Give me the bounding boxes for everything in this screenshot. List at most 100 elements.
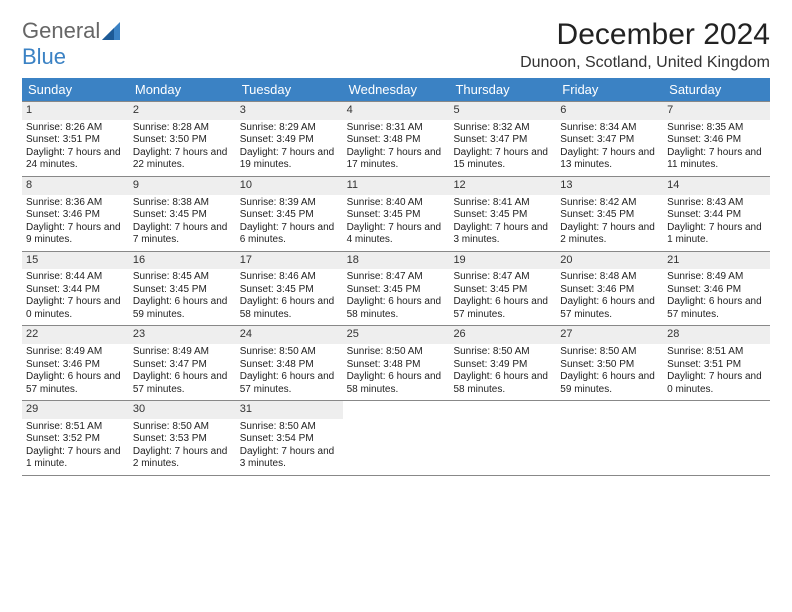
- calendar: SundayMondayTuesdayWednesdayThursdayFrid…: [22, 78, 770, 476]
- sunrise-text: Sunrise: 8:50 AM: [240, 421, 339, 434]
- day-body: Sunrise: 8:50 AMSunset: 3:48 PMDaylight:…: [343, 344, 450, 400]
- day-number: 15: [22, 252, 129, 270]
- day-body: Sunrise: 8:50 AMSunset: 3:49 PMDaylight:…: [449, 344, 556, 400]
- logo-line2: Blue: [22, 44, 66, 69]
- logo-text: General Blue: [22, 18, 100, 70]
- sunrise-text: Sunrise: 8:49 AM: [26, 346, 125, 359]
- day-body: Sunrise: 8:38 AMSunset: 3:45 PMDaylight:…: [129, 195, 236, 251]
- sunrise-text: Sunrise: 8:49 AM: [667, 271, 766, 284]
- day-body: Sunrise: 8:26 AMSunset: 3:51 PMDaylight:…: [22, 120, 129, 176]
- day-header: Tuesday: [236, 78, 343, 101]
- sunset-text: Sunset: 3:45 PM: [453, 209, 552, 222]
- sunrise-text: Sunrise: 8:36 AM: [26, 197, 125, 210]
- sunrise-text: Sunrise: 8:31 AM: [347, 122, 446, 135]
- day-cell: 17Sunrise: 8:46 AMSunset: 3:45 PMDayligh…: [236, 252, 343, 326]
- empty-cell: [343, 401, 450, 475]
- daylight-text: Daylight: 6 hours and 59 minutes.: [133, 296, 232, 321]
- day-cell: 25Sunrise: 8:50 AMSunset: 3:48 PMDayligh…: [343, 326, 450, 400]
- day-cell: 3Sunrise: 8:29 AMSunset: 3:49 PMDaylight…: [236, 102, 343, 176]
- sunrise-text: Sunrise: 8:47 AM: [453, 271, 552, 284]
- day-number: 8: [22, 177, 129, 195]
- sunrise-text: Sunrise: 8:46 AM: [240, 271, 339, 284]
- daylight-text: Daylight: 7 hours and 6 minutes.: [240, 222, 339, 247]
- week-row: 1Sunrise: 8:26 AMSunset: 3:51 PMDaylight…: [22, 101, 770, 176]
- day-cell: 23Sunrise: 8:49 AMSunset: 3:47 PMDayligh…: [129, 326, 236, 400]
- day-number: 9: [129, 177, 236, 195]
- daylight-text: Daylight: 7 hours and 3 minutes.: [240, 446, 339, 471]
- daylight-text: Daylight: 7 hours and 11 minutes.: [667, 147, 766, 172]
- sunset-text: Sunset: 3:45 PM: [453, 284, 552, 297]
- day-cell: 24Sunrise: 8:50 AMSunset: 3:48 PMDayligh…: [236, 326, 343, 400]
- day-cell: 12Sunrise: 8:41 AMSunset: 3:45 PMDayligh…: [449, 177, 556, 251]
- sunrise-text: Sunrise: 8:50 AM: [347, 346, 446, 359]
- day-number: 27: [556, 326, 663, 344]
- day-cell: 8 Sunrise: 8:36 AMSunset: 3:46 PMDaylight…: [22, 177, 129, 251]
- day-cell: 13Sunrise: 8:42 AMSunset: 3:45 PMDayligh…: [556, 177, 663, 251]
- daylight-text: Daylight: 7 hours and 1 minute.: [667, 222, 766, 247]
- daylight-text: Daylight: 6 hours and 57 minutes.: [26, 371, 125, 396]
- day-number: 30: [129, 401, 236, 419]
- day-cell: 11Sunrise: 8:40 AMSunset: 3:45 PMDayligh…: [343, 177, 450, 251]
- sunset-text: Sunset: 3:45 PM: [347, 284, 446, 297]
- day-cell: 5Sunrise: 8:32 AMSunset: 3:47 PMDaylight…: [449, 102, 556, 176]
- day-number: 20: [556, 252, 663, 270]
- logo-line1: General: [22, 18, 100, 43]
- sunrise-text: Sunrise: 8:35 AM: [667, 122, 766, 135]
- daylight-text: Daylight: 7 hours and 3 minutes.: [453, 222, 552, 247]
- sunset-text: Sunset: 3:47 PM: [133, 359, 232, 372]
- day-number: 28: [663, 326, 770, 344]
- day-header: Monday: [129, 78, 236, 101]
- calendar-page: General Blue December 2024 Dunoon, Scotl…: [0, 0, 792, 494]
- sunrise-text: Sunrise: 8:43 AM: [667, 197, 766, 210]
- day-cell: 20Sunrise: 8:48 AMSunset: 3:46 PMDayligh…: [556, 252, 663, 326]
- day-number: 21: [663, 252, 770, 270]
- weeks-container: 1Sunrise: 8:26 AMSunset: 3:51 PMDaylight…: [22, 101, 770, 476]
- sunrise-text: Sunrise: 8:48 AM: [560, 271, 659, 284]
- day-number: 31: [236, 401, 343, 419]
- day-cell: 7Sunrise: 8:35 AMSunset: 3:46 PMDaylight…: [663, 102, 770, 176]
- day-number: 24: [236, 326, 343, 344]
- sunset-text: Sunset: 3:45 PM: [240, 209, 339, 222]
- day-number: 16: [129, 252, 236, 270]
- sunset-text: Sunset: 3:46 PM: [667, 284, 766, 297]
- sunrise-text: Sunrise: 8:39 AM: [240, 197, 339, 210]
- logo: General Blue: [22, 18, 124, 70]
- day-header: Thursday: [449, 78, 556, 101]
- daylight-text: Daylight: 7 hours and 9 minutes.: [26, 222, 125, 247]
- sunrise-text: Sunrise: 8:50 AM: [133, 421, 232, 434]
- day-body: Sunrise: 8:49 AMSunset: 3:47 PMDaylight:…: [129, 344, 236, 400]
- day-number: 22: [22, 326, 129, 344]
- daylight-text: Daylight: 7 hours and 15 minutes.: [453, 147, 552, 172]
- day-body: Sunrise: 8:32 AMSunset: 3:47 PMDaylight:…: [449, 120, 556, 176]
- day-number: 19: [449, 252, 556, 270]
- day-body: Sunrise: 8:34 AMSunset: 3:47 PMDaylight:…: [556, 120, 663, 176]
- sunrise-text: Sunrise: 8:50 AM: [240, 346, 339, 359]
- day-header: Sunday: [22, 78, 129, 101]
- sunset-text: Sunset: 3:51 PM: [26, 134, 125, 147]
- sunset-text: Sunset: 3:52 PM: [26, 433, 125, 446]
- day-body: Sunrise: 8:49 AMSunset: 3:46 PMDaylight:…: [22, 344, 129, 400]
- empty-cell: [556, 401, 663, 475]
- day-body: Sunrise: 8:50 AMSunset: 3:48 PMDaylight:…: [236, 344, 343, 400]
- sunset-text: Sunset: 3:50 PM: [560, 359, 659, 372]
- location: Dunoon, Scotland, United Kingdom: [520, 54, 770, 72]
- sunrise-text: Sunrise: 8:45 AM: [133, 271, 232, 284]
- day-cell: 1Sunrise: 8:26 AMSunset: 3:51 PMDaylight…: [22, 102, 129, 176]
- sunset-text: Sunset: 3:46 PM: [26, 209, 125, 222]
- sunset-text: Sunset: 3:48 PM: [347, 359, 446, 372]
- sunrise-text: Sunrise: 8:47 AM: [347, 271, 446, 284]
- sunset-text: Sunset: 3:45 PM: [133, 209, 232, 222]
- sunrise-text: Sunrise: 8:50 AM: [453, 346, 552, 359]
- day-body: Sunrise: 8:51 AMSunset: 3:51 PMDaylight:…: [663, 344, 770, 400]
- day-cell: 31 Sunrise: 8:50 AMSunset: 3:54 PMDayligh…: [236, 401, 343, 475]
- sunset-text: Sunset: 3:45 PM: [240, 284, 339, 297]
- day-body: Sunrise: 8:49 AMSunset: 3:46 PMDaylight:…: [663, 269, 770, 325]
- day-body: Sunrise: 8:50 AMSunset: 3:53 PMDaylight:…: [129, 419, 236, 475]
- daylight-text: Daylight: 6 hours and 57 minutes.: [240, 371, 339, 396]
- sunset-text: Sunset: 3:54 PM: [240, 433, 339, 446]
- day-cell: 26Sunrise: 8:50 AMSunset: 3:49 PMDayligh…: [449, 326, 556, 400]
- day-body: Sunrise: 8:43 AMSunset: 3:44 PMDaylight:…: [663, 195, 770, 251]
- sunset-text: Sunset: 3:45 PM: [347, 209, 446, 222]
- day-body: Sunrise: 8:42 AMSunset: 3:45 PMDaylight:…: [556, 195, 663, 251]
- day-header: Wednesday: [343, 78, 450, 101]
